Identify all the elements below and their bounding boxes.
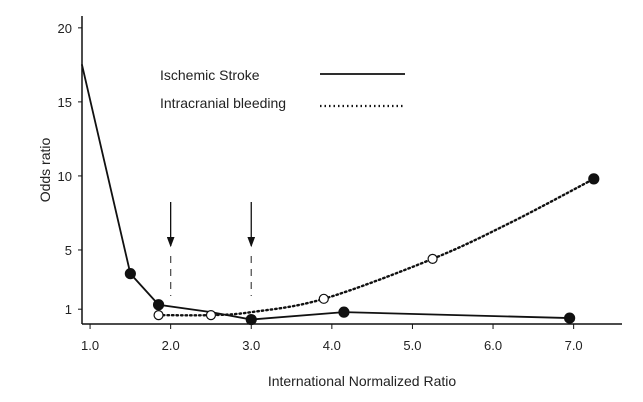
x-axis-title: International Normalized Ratio: [268, 373, 457, 389]
data-point: [588, 173, 600, 185]
x-tick-label: 2.0: [162, 338, 180, 353]
series-line: [81, 63, 571, 321]
x-tick-label: 6.0: [484, 338, 502, 353]
y-tick-label: 5: [65, 243, 72, 258]
data-point: [318, 293, 329, 304]
legend-label: Intracranial bleeding: [160, 95, 286, 111]
series-ischemic-stroke: [81, 63, 576, 326]
data-point: [152, 299, 165, 311]
data-point: [124, 268, 136, 280]
y-tick-label: 10: [58, 169, 72, 184]
x-tick-label: 7.0: [565, 338, 583, 353]
x-tick-label: 5.0: [403, 338, 421, 353]
y-axis-title: Odds ratio: [37, 137, 53, 202]
y-tick-label: 20: [58, 21, 72, 36]
axes: [81, 16, 622, 325]
data-point: [245, 313, 257, 326]
legend-label: Ischemic Stroke: [160, 67, 260, 83]
x-tick-label: 4.0: [323, 338, 341, 353]
data-point: [153, 310, 164, 321]
series-line: [157, 177, 595, 317]
data-point: [338, 306, 350, 318]
data-point: [427, 253, 438, 264]
annotations: [166, 202, 256, 296]
y-tick-label: 15: [58, 95, 72, 110]
x-tick-label: 3.0: [242, 338, 260, 353]
data-point: [564, 312, 576, 324]
y-tick-label: 1: [65, 302, 72, 317]
data-point: [205, 310, 217, 321]
series-intracranial-bleeding: [153, 173, 600, 321]
x-tick-label: 1.0: [81, 338, 99, 353]
series-layer: [81, 63, 600, 326]
legend: Ischemic Stroke Intracranial bleeding: [160, 67, 405, 111]
